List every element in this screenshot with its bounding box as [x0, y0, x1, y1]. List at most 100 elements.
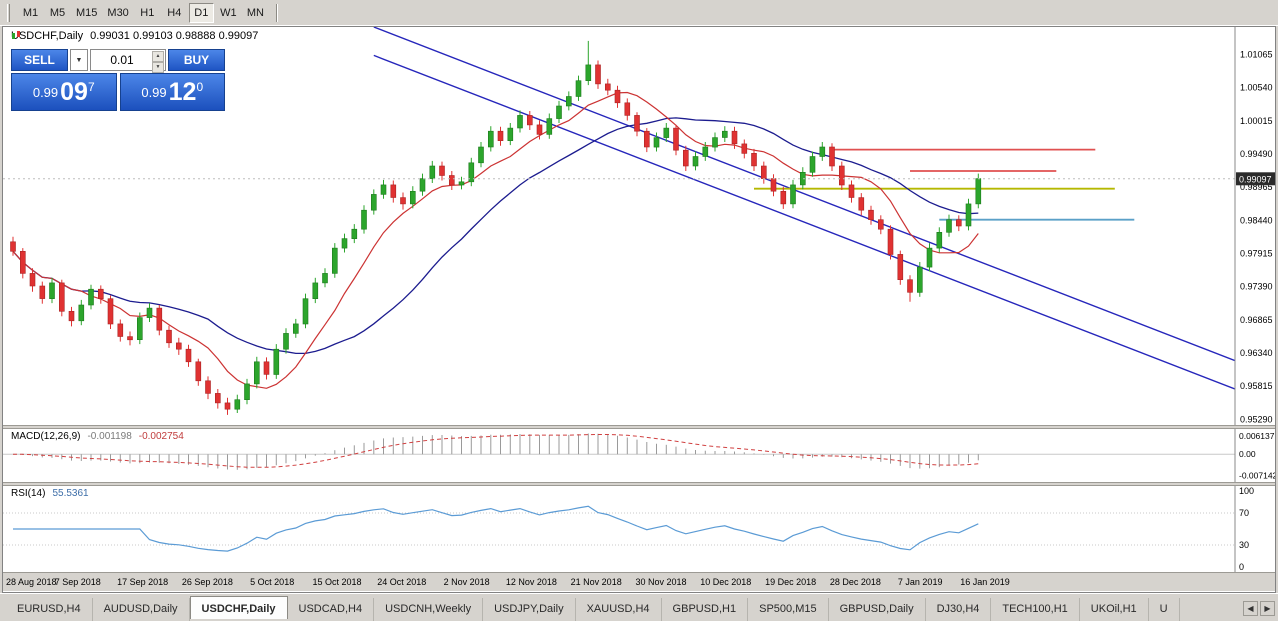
chart-tabs-bar: EURUSD,H4 AUDUSD,Daily USDCHF,Daily USDCAD,…	[0, 593, 1278, 621]
timeframe-buttons: M1 M5 M15 M30 H1 H4 D1 W1 MN	[18, 2, 268, 23]
svg-text:0.99490: 0.99490	[1240, 149, 1273, 159]
svg-text:0.00: 0.00	[1239, 449, 1256, 459]
rsi-label: RSI(14) 55.5361	[11, 488, 89, 499]
svg-text:70: 70	[1239, 508, 1249, 518]
date-label: 28 Dec 2018	[829, 577, 881, 587]
date-label: 2 Nov 2018	[443, 577, 490, 587]
timeframe-button-h1[interactable]: H1	[135, 3, 160, 23]
macd-main-value: -0.001198	[87, 431, 132, 442]
chart-title: USDCHF,Daily 0.99031 0.99103 0.98888 0.9…	[11, 30, 258, 42]
timeframe-button-d1[interactable]: D1	[188, 2, 214, 23]
svg-text:0.99097: 0.99097	[1239, 174, 1272, 184]
chart-tab-ukoil-h1[interactable]: UKOil,H1	[1080, 598, 1149, 621]
svg-text:100: 100	[1239, 486, 1254, 496]
pane-divider[interactable]	[3, 425, 1275, 429]
price-chart-canvas[interactable]: 1.01065 1.00540 1.00015 0.99490 0.98965 0.984…	[3, 27, 1275, 425]
chart-icon	[12, 31, 20, 39]
svg-text:0.97915: 0.97915	[1240, 249, 1273, 259]
timeframe-button-mn[interactable]: MN	[243, 3, 268, 23]
macd-signal-value: -0.002754	[138, 431, 184, 442]
svg-text:-0.007142: -0.007142	[1239, 471, 1275, 481]
spinner-down-icon[interactable]: ▼	[152, 62, 164, 73]
lot-dropdown-button[interactable]: ▼	[70, 49, 88, 71]
price-pane: 1.01065 1.00540 1.00015 0.99490 0.98965 0.984…	[3, 27, 1275, 425]
timeframe-button-m15[interactable]: M15	[72, 3, 101, 23]
timeframe-button-h4[interactable]: H4	[162, 3, 187, 23]
chart-tab-xauusd-h4[interactable]: XAUUSD,H4	[576, 598, 662, 621]
rsi-value: 55.5361	[52, 488, 89, 499]
date-label: 17 Sep 2018	[117, 577, 169, 587]
scroll-right-icon[interactable]: ▶	[1260, 601, 1275, 616]
macd-label: MACD(12,26,9) -0.001198 -0.002754	[11, 431, 184, 442]
timeframe-button-m5[interactable]: M5	[45, 3, 70, 23]
svg-text:1.01065: 1.01065	[1240, 50, 1273, 60]
date-label: 30 Nov 2018	[635, 577, 687, 587]
macd-name: MACD(12,26,9)	[11, 431, 81, 442]
sell-price-box[interactable]: 0.99 09 7	[11, 73, 117, 111]
date-label: 26 Sep 2018	[181, 577, 233, 587]
macd-pane: 0.006137 0.00 -0.007142 MACD(12,26,9) -0.0…	[3, 429, 1275, 482]
svg-text:0.96340: 0.96340	[1240, 348, 1273, 358]
timeframe-button-m1[interactable]: M1	[18, 3, 43, 23]
chart-tab-eurusd-h4[interactable]: EURUSD,H4	[6, 598, 93, 621]
date-label: 16 Jan 2019	[960, 577, 1010, 587]
toolbar-separator	[275, 3, 277, 22]
timeframe-button-w1[interactable]: W1	[216, 3, 241, 23]
timeframe-toolbar: M1 M5 M15 M30 H1 H4 D1 W1 MN	[0, 0, 1278, 26]
toolbar-grip[interactable]	[7, 3, 10, 22]
sell-price-prefix: 0.99	[32, 84, 59, 100]
chart-tab-audusd-daily[interactable]: AUDUSD,Daily	[93, 598, 190, 621]
svg-text:0.98965: 0.98965	[1240, 182, 1273, 192]
buy-price-box[interactable]: 0.99 12 0	[119, 73, 225, 111]
chart-tab-usdcnh-weekly[interactable]: USDCNH,Weekly	[374, 598, 484, 621]
chart-tab-gbpusd-h1[interactable]: GBPUSD,H1	[662, 598, 749, 621]
sell-button[interactable]: SELL	[11, 49, 68, 71]
date-label: 19 Dec 2018	[765, 577, 817, 587]
macd-canvas[interactable]: 0.006137 0.00 -0.007142	[3, 429, 1275, 482]
timeframe-button-m30[interactable]: M30	[103, 3, 132, 23]
date-label: 15 Oct 2018	[312, 577, 362, 587]
chart-window: 1.01065 1.00540 1.00015 0.99490 0.98965 0.984…	[2, 26, 1276, 593]
scroll-left-icon[interactable]: ◀	[1243, 601, 1258, 616]
rsi-name: RSI(14)	[11, 488, 46, 499]
chart-tab-sp500-m15[interactable]: SP500,M15	[748, 598, 829, 621]
svg-text:0.98440: 0.98440	[1240, 215, 1273, 225]
rsi-canvas[interactable]: 100 70 30 0	[3, 486, 1275, 572]
lot-spinner: ▲ ▼	[152, 51, 164, 73]
time-axis[interactable]: 28 Aug 2018 7 Sep 2018 17 Sep 2018 26 Sep 2…	[3, 572, 1275, 591]
svg-text:0.97390: 0.97390	[1240, 282, 1273, 292]
chart-tab-usdcad-h4[interactable]: USDCAD,H4	[288, 598, 375, 621]
svg-text:0.006137: 0.006137	[1239, 431, 1275, 441]
sell-price-big: 09	[60, 77, 88, 106]
date-label: 5 Oct 2018	[250, 577, 295, 587]
chart-tab-tech100-h1[interactable]: TECH100,H1	[991, 598, 1080, 621]
rsi-pane: 100 70 30 0 RSI(14) 55.5361	[3, 486, 1275, 572]
ohlc-values: 0.99031 0.99103 0.98888 0.99097	[90, 30, 259, 42]
buy-button[interactable]: BUY	[168, 49, 225, 71]
svg-text:0: 0	[1239, 562, 1244, 572]
symbol-period-label: USDCHF,Daily	[11, 30, 84, 42]
one-click-trading-panel: SELL ▼ ▲ ▼ BUY 0.99 09 7 0.9	[11, 49, 225, 111]
lot-size-field: ▲ ▼	[90, 49, 166, 73]
chart-tab-usdchf-daily[interactable]: USDCHF,Daily	[189, 596, 288, 619]
chart-tabs: EURUSD,H4 AUDUSD,Daily USDCHF,Daily USDCAD,…	[6, 596, 1180, 621]
sell-price-pip: 7	[87, 80, 95, 94]
svg-text:0.96865: 0.96865	[1240, 315, 1273, 325]
chart-tab-dj30-h4[interactable]: DJ30,H4	[926, 598, 992, 621]
date-label: 10 Dec 2018	[700, 577, 752, 587]
chart-tab-u[interactable]: U	[1149, 598, 1180, 621]
chart-tab-usdjpy-daily[interactable]: USDJPY,Daily	[483, 598, 576, 621]
pane-divider[interactable]	[3, 482, 1275, 486]
date-label: 12 Nov 2018	[505, 577, 557, 587]
chevron-down-icon: ▼	[75, 56, 83, 64]
date-label: 7 Sep 2018	[54, 577, 101, 587]
lot-size-input[interactable]	[91, 50, 165, 70]
svg-text:0.95290: 0.95290	[1240, 414, 1273, 424]
svg-text:0.95815: 0.95815	[1240, 381, 1273, 391]
chart-tab-gbpusd-daily[interactable]: GBPUSD,Daily	[829, 598, 926, 621]
svg-text:1.00015: 1.00015	[1240, 116, 1273, 126]
svg-text:30: 30	[1239, 540, 1249, 550]
tab-scroll-buttons: ◀ ▶	[1243, 601, 1275, 616]
date-label: 24 Oct 2018	[377, 577, 427, 587]
spinner-up-icon[interactable]: ▲	[152, 51, 164, 62]
